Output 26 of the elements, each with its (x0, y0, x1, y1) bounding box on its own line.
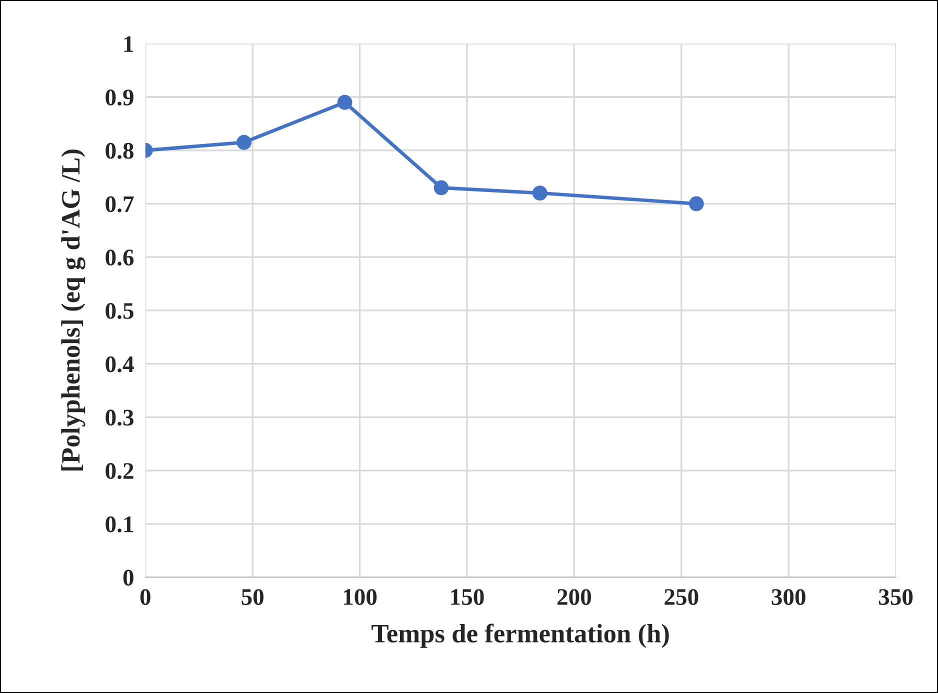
y-tick-label: 0.7 (106, 196, 134, 212)
x-tick-label: 300 (772, 589, 806, 605)
x-tick-label: 350 (878, 589, 913, 605)
y-tick-label: 0.1 (106, 516, 134, 532)
x-tick-label: 0 (140, 589, 150, 605)
point (236, 134, 252, 150)
y-tick-label: 0.9 (106, 90, 134, 106)
y-axis-title: [Polyphenols] (eq g d'AG /L) (61, 150, 86, 471)
y-tick-label: 0.6 (106, 250, 134, 266)
point (434, 180, 449, 196)
x-tick-label: 50 (242, 589, 264, 605)
y-tick-label: 0.3 (106, 410, 134, 426)
point (688, 196, 704, 212)
x-axis-title: Temps de fermentation (h) (372, 624, 669, 648)
x-tick-label: 250 (664, 589, 698, 605)
x-tick-label: 150 (451, 589, 484, 605)
x-tick-label: 100 (344, 589, 377, 605)
y-tick-label: 0.8 (106, 142, 134, 159)
y-tick-label: 0.5 (106, 302, 134, 319)
point (337, 94, 352, 110)
y-tick-label: 1 (124, 36, 134, 52)
y-tick-label: 0 (123, 570, 134, 586)
point (532, 186, 548, 201)
x-tick-label: 200 (557, 589, 591, 605)
y-tick-label: 0.4 (106, 356, 134, 372)
y-tick-label: 0.2 (106, 463, 134, 480)
